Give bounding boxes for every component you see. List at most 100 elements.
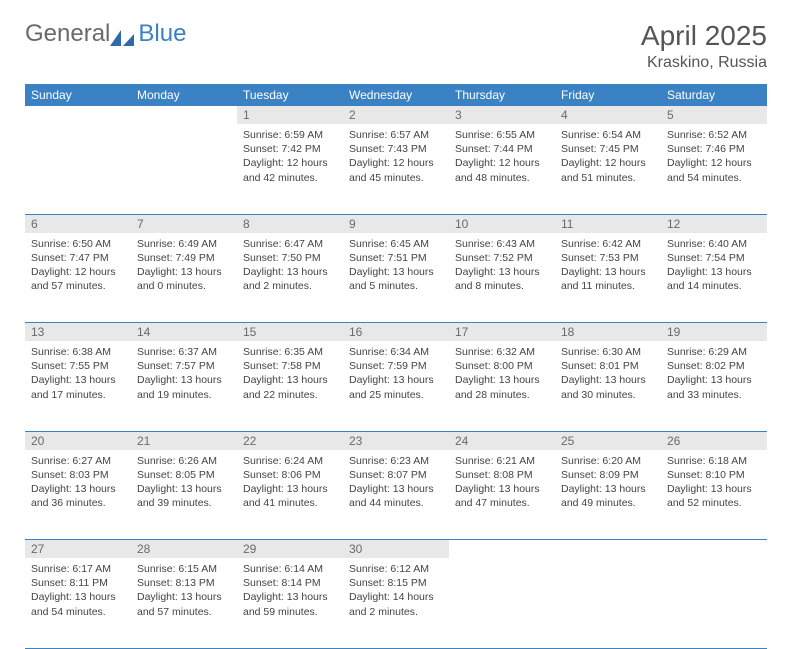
day-cell-number: 12: [661, 214, 767, 233]
sunset-text: Sunset: 7:53 PM: [561, 251, 655, 265]
day-details: Sunrise: 6:47 AMSunset: 7:50 PMDaylight:…: [237, 233, 343, 300]
day-details: [555, 558, 661, 568]
week-row: Sunrise: 6:59 AMSunset: 7:42 PMDaylight:…: [25, 124, 767, 214]
day-cell: Sunrise: 6:32 AMSunset: 8:00 PMDaylight:…: [449, 341, 555, 431]
daylight-text: Daylight: 13 hours and 33 minutes.: [667, 373, 761, 401]
day-cell: Sunrise: 6:24 AMSunset: 8:06 PMDaylight:…: [237, 450, 343, 540]
day-number: [25, 106, 131, 110]
day-cell: Sunrise: 6:42 AMSunset: 7:53 PMDaylight:…: [555, 233, 661, 323]
day-details: Sunrise: 6:50 AMSunset: 7:47 PMDaylight:…: [25, 233, 131, 300]
logo: General Blue: [25, 20, 186, 48]
day-cell-number: 7: [131, 214, 237, 233]
day-details: [661, 558, 767, 568]
sunrise-text: Sunrise: 6:34 AM: [349, 345, 443, 359]
weekday-header: Friday: [555, 84, 661, 106]
daylight-text: Daylight: 13 hours and 22 minutes.: [243, 373, 337, 401]
sunset-text: Sunset: 8:07 PM: [349, 468, 443, 482]
day-cell-number: 18: [555, 323, 661, 342]
day-cell: Sunrise: 6:50 AMSunset: 7:47 PMDaylight:…: [25, 233, 131, 323]
day-cell: Sunrise: 6:27 AMSunset: 8:03 PMDaylight:…: [25, 450, 131, 540]
sunrise-text: Sunrise: 6:42 AM: [561, 237, 655, 251]
day-cell: Sunrise: 6:38 AMSunset: 7:55 PMDaylight:…: [25, 341, 131, 431]
day-number: 19: [661, 323, 767, 341]
sunset-text: Sunset: 7:42 PM: [243, 142, 337, 156]
location: Kraskino, Russia: [641, 54, 767, 72]
sunrise-text: Sunrise: 6:15 AM: [137, 562, 231, 576]
daylight-text: Daylight: 13 hours and 52 minutes.: [667, 482, 761, 510]
daylight-text: Daylight: 13 hours and 44 minutes.: [349, 482, 443, 510]
daylight-text: Daylight: 13 hours and 14 minutes.: [667, 265, 761, 293]
sunset-text: Sunset: 8:00 PM: [455, 359, 549, 373]
day-cell-number: 14: [131, 323, 237, 342]
sunset-text: Sunset: 8:03 PM: [31, 468, 125, 482]
day-number: [661, 540, 767, 544]
sunset-text: Sunset: 8:05 PM: [137, 468, 231, 482]
day-details: Sunrise: 6:17 AMSunset: 8:11 PMDaylight:…: [25, 558, 131, 625]
sunset-text: Sunset: 8:08 PM: [455, 468, 549, 482]
sunset-text: Sunset: 8:09 PM: [561, 468, 655, 482]
daylight-text: Daylight: 13 hours and 36 minutes.: [31, 482, 125, 510]
day-cell: Sunrise: 6:54 AMSunset: 7:45 PMDaylight:…: [555, 124, 661, 214]
day-number: 30: [343, 540, 449, 558]
sunset-text: Sunset: 8:11 PM: [31, 576, 125, 590]
calendar-table: Sunday Monday Tuesday Wednesday Thursday…: [25, 84, 767, 649]
daylight-text: Daylight: 12 hours and 42 minutes.: [243, 156, 337, 184]
week-row: Sunrise: 6:27 AMSunset: 8:03 PMDaylight:…: [25, 450, 767, 540]
day-details: Sunrise: 6:14 AMSunset: 8:14 PMDaylight:…: [237, 558, 343, 625]
sunrise-text: Sunrise: 6:47 AM: [243, 237, 337, 251]
day-number: 17: [449, 323, 555, 341]
day-cell: Sunrise: 6:26 AMSunset: 8:05 PMDaylight:…: [131, 450, 237, 540]
daylight-text: Daylight: 13 hours and 2 minutes.: [243, 265, 337, 293]
day-cell-number: 1: [237, 106, 343, 124]
day-cell-number: 17: [449, 323, 555, 342]
day-number: 29: [237, 540, 343, 558]
day-cell: [661, 558, 767, 648]
day-number: 7: [131, 215, 237, 233]
sunset-text: Sunset: 8:13 PM: [137, 576, 231, 590]
day-details: Sunrise: 6:40 AMSunset: 7:54 PMDaylight:…: [661, 233, 767, 300]
month-title: April 2025: [641, 20, 767, 52]
day-number: [131, 106, 237, 110]
sunrise-text: Sunrise: 6:50 AM: [31, 237, 125, 251]
daylight-text: Daylight: 12 hours and 57 minutes.: [31, 265, 125, 293]
day-cell-number: 8: [237, 214, 343, 233]
day-cell: Sunrise: 6:40 AMSunset: 7:54 PMDaylight:…: [661, 233, 767, 323]
daylight-text: Daylight: 13 hours and 19 minutes.: [137, 373, 231, 401]
weekday-header: Saturday: [661, 84, 767, 106]
sunrise-text: Sunrise: 6:12 AM: [349, 562, 443, 576]
day-cell-number: 9: [343, 214, 449, 233]
sunset-text: Sunset: 8:14 PM: [243, 576, 337, 590]
day-cell: Sunrise: 6:29 AMSunset: 8:02 PMDaylight:…: [661, 341, 767, 431]
day-number: 2: [343, 106, 449, 124]
day-details: Sunrise: 6:12 AMSunset: 8:15 PMDaylight:…: [343, 558, 449, 625]
sunrise-text: Sunrise: 6:55 AM: [455, 128, 549, 142]
day-number: 10: [449, 215, 555, 233]
sunrise-text: Sunrise: 6:17 AM: [31, 562, 125, 576]
daylight-text: Daylight: 13 hours and 11 minutes.: [561, 265, 655, 293]
daylight-text: Daylight: 13 hours and 47 minutes.: [455, 482, 549, 510]
sunrise-text: Sunrise: 6:49 AM: [137, 237, 231, 251]
day-cell-number: [661, 540, 767, 559]
day-number: 15: [237, 323, 343, 341]
sunset-text: Sunset: 7:49 PM: [137, 251, 231, 265]
day-details: [449, 558, 555, 568]
daylight-text: Daylight: 12 hours and 45 minutes.: [349, 156, 443, 184]
day-details: Sunrise: 6:23 AMSunset: 8:07 PMDaylight:…: [343, 450, 449, 517]
sunrise-text: Sunrise: 6:26 AM: [137, 454, 231, 468]
day-cell-number: 28: [131, 540, 237, 559]
day-cell-number: 29: [237, 540, 343, 559]
sunset-text: Sunset: 7:43 PM: [349, 142, 443, 156]
daylight-text: Daylight: 12 hours and 51 minutes.: [561, 156, 655, 184]
day-number: [449, 540, 555, 544]
day-cell-number: 19: [661, 323, 767, 342]
day-cell: Sunrise: 6:15 AMSunset: 8:13 PMDaylight:…: [131, 558, 237, 648]
daynum-row: 20212223242526: [25, 431, 767, 450]
day-details: Sunrise: 6:15 AMSunset: 8:13 PMDaylight:…: [131, 558, 237, 625]
sunrise-text: Sunrise: 6:30 AM: [561, 345, 655, 359]
daylight-text: Daylight: 13 hours and 28 minutes.: [455, 373, 549, 401]
week-row: Sunrise: 6:17 AMSunset: 8:11 PMDaylight:…: [25, 558, 767, 648]
day-details: [25, 124, 131, 134]
day-cell-number: 5: [661, 106, 767, 124]
daylight-text: Daylight: 13 hours and 54 minutes.: [31, 590, 125, 618]
day-details: Sunrise: 6:38 AMSunset: 7:55 PMDaylight:…: [25, 341, 131, 408]
